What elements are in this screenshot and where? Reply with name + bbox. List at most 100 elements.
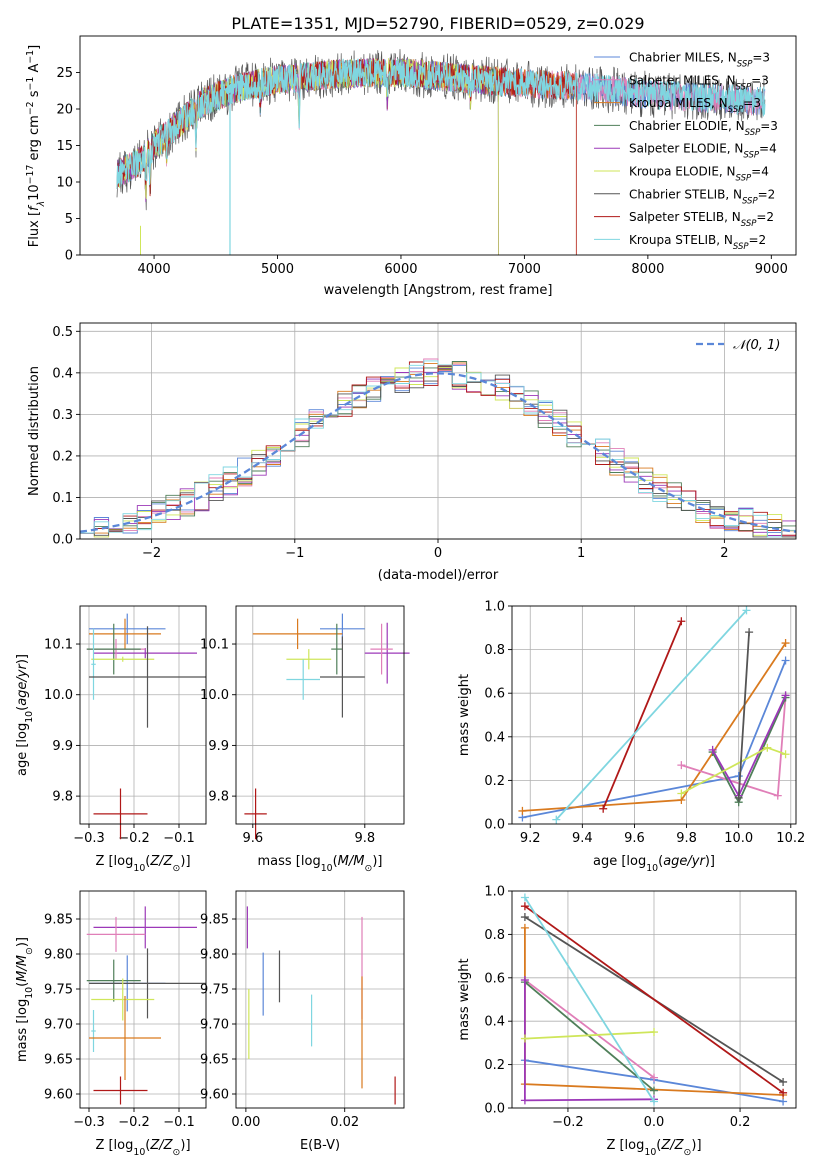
- legend-label-sub: SSP: [741, 219, 757, 229]
- y-tick-label: 0.6: [484, 687, 505, 702]
- x-tick-label: 7000: [508, 262, 541, 277]
- x-tick-label: 6000: [384, 262, 417, 277]
- spectrum-panel: 4000 5000 6000 7000 8000 9000 0 5 10 15 20 25 wavele…: [25, 35, 797, 298]
- weight-marker: [552, 815, 561, 824]
- legend-label-tail: =3: [751, 73, 769, 87]
- weight-marker: [599, 804, 608, 813]
- legend-label-sub: SSP: [736, 82, 752, 92]
- y-axis-label-part: ⊙: [24, 947, 35, 955]
- weight-marker: [518, 806, 527, 815]
- y-tick-label: 0.0: [484, 1102, 505, 1117]
- weight-marker: [677, 617, 686, 626]
- x-axis-label-part: ⊙: [173, 863, 181, 874]
- x-axis-label: Z [log10(Z/Z⊙)]: [95, 854, 190, 874]
- x-axis-label-part: mass [log: [258, 854, 321, 869]
- legend-label: Chabrier ELODIE, NSSP=3: [629, 119, 778, 138]
- age-vs-z-panel: −0.3 −0.2 −0.19.89.910.010.1Z [log10(Z/Z⊙)…: [15, 605, 207, 874]
- y-tick-label: 0: [65, 249, 73, 264]
- y-axis-label: Normed distribution: [27, 366, 42, 496]
- x-axis-label-part: (: [658, 854, 663, 869]
- y-axis-label-part: 10: [24, 711, 35, 723]
- y-tick-label: 0.4: [52, 366, 73, 381]
- plot-frame: [235, 605, 405, 825]
- weight-marker: [734, 793, 743, 802]
- y-tick-label: 9.85: [200, 913, 229, 928]
- plot-frame: [79, 322, 797, 540]
- x-axis-label-part: ⊙: [173, 1147, 181, 1158]
- legend-label-tail: =3: [760, 119, 778, 133]
- legend-label-tail: =2: [758, 187, 776, 201]
- y-tick-label: 9.9: [208, 739, 229, 754]
- x-tick-label: 9.6: [624, 831, 645, 846]
- y-axis-label-part: −1: [25, 50, 36, 64]
- weight-marker: [734, 772, 743, 781]
- y-axis-label: mass weight: [457, 674, 472, 756]
- y-axis-label-part: mass [log: [15, 999, 30, 1062]
- weight-line: [524, 981, 655, 1092]
- y-axis-label-part: erg cm: [27, 115, 42, 164]
- weight-marker: [677, 761, 686, 770]
- y-tick-label: 0.1: [52, 491, 73, 506]
- weight-marker: [781, 656, 790, 665]
- weight-marker: [773, 791, 782, 800]
- weight-marker: [745, 628, 754, 637]
- y-tick-label: 25: [56, 66, 73, 81]
- y-tick-label: 9.70: [200, 1018, 229, 1033]
- legend-label: 𝒩(0, 1): [733, 338, 780, 353]
- weight-marker: [650, 1086, 658, 1095]
- y-axis-label-part: )]: [15, 654, 30, 664]
- x-axis-label-part: (: [656, 1138, 661, 1153]
- y-tick-label: 0.8: [484, 643, 505, 658]
- x-axis-label-part: Z/Z: [149, 1138, 173, 1153]
- plot-frame: [511, 605, 797, 825]
- x-axis-label: (data-model)/error: [378, 568, 499, 583]
- y-tick-label: 9.75: [200, 983, 229, 998]
- weight-marker: [650, 1073, 658, 1082]
- legend-label: Salpeter ELODIE, NSSP=4: [629, 142, 777, 161]
- x-axis-label-part: )]: [705, 854, 715, 869]
- y-tick-label: 0.2: [484, 774, 505, 789]
- x-tick-label: −0.2: [552, 1115, 584, 1130]
- legend-label-main: Chabrier MILES, N: [629, 51, 737, 65]
- plot-frame: [511, 890, 797, 1109]
- x-tick-label: 1: [577, 546, 585, 561]
- legend-label-main: Salpeter MILES, N: [629, 73, 736, 87]
- y-tick-label: 0.2: [52, 449, 73, 464]
- x-tick-label: −0.3: [73, 1115, 105, 1130]
- legend-label-tail: =3: [743, 96, 761, 110]
- weight-marker: [781, 639, 790, 648]
- y-tick-label: 9.70: [44, 1018, 73, 1033]
- y-tick-label: 0.2: [484, 1058, 505, 1073]
- weight-marker: [520, 923, 529, 932]
- x-axis-label-part: 10: [321, 863, 333, 874]
- y-tick-label: 15: [56, 139, 73, 154]
- y-axis-label-part: (: [15, 706, 30, 711]
- legend-label-tail: =2: [749, 233, 767, 247]
- residual-panel: −2 −1 0 1 2 0.0 0.1 0.2 0.3 0.4 0.5 𝒩(0, 1) (data-mo…: [27, 322, 797, 583]
- y-tick-label: 0.4: [484, 1015, 505, 1030]
- legend-label-main: Chabrier ELODIE, N: [629, 119, 745, 133]
- legend-label-tail: =3: [752, 51, 770, 65]
- y-tick-label: 10.0: [200, 688, 229, 703]
- x-axis-label-part: (: [333, 854, 338, 869]
- y-tick-label: 0.4: [484, 730, 505, 745]
- weight-vs-age-panel: 9.2 9.4 9.6 9.8 10.0 10.2 0.0 0.2 0.4 0.6 0.8 1.0 ag…: [457, 600, 805, 874]
- x-axis-label-part: Z [log: [95, 854, 133, 869]
- y-tick-label: 10: [56, 176, 73, 191]
- y-tick-label: 20: [56, 103, 73, 118]
- x-axis-label-part: M/M: [338, 854, 365, 869]
- weight-marker: [763, 743, 772, 752]
- x-axis-label-part: E(B-V): [300, 1138, 340, 1153]
- legend-label: Chabrier MILES, NSSP=3: [629, 51, 770, 70]
- mass-vs-z-panel: −0.3 −0.2 −0.1 9.60 9.65 9.70 9.75 9.80 9.85 Z [l…: [15, 890, 207, 1158]
- y-tick-label: 9.60: [44, 1088, 73, 1103]
- legend-label-tail: =4: [759, 142, 777, 156]
- y-tick-label: 9.85: [44, 913, 73, 928]
- x-axis-label-part: Z [log: [606, 1138, 644, 1153]
- y-tick-label: 9.65: [200, 1053, 229, 1068]
- y-axis-label: age [log10(age/yr)]: [15, 654, 35, 776]
- x-axis-label-part: 10: [644, 1147, 656, 1158]
- legend-label-tail: =2: [756, 210, 774, 224]
- legend-label-sub: SSP: [733, 242, 749, 252]
